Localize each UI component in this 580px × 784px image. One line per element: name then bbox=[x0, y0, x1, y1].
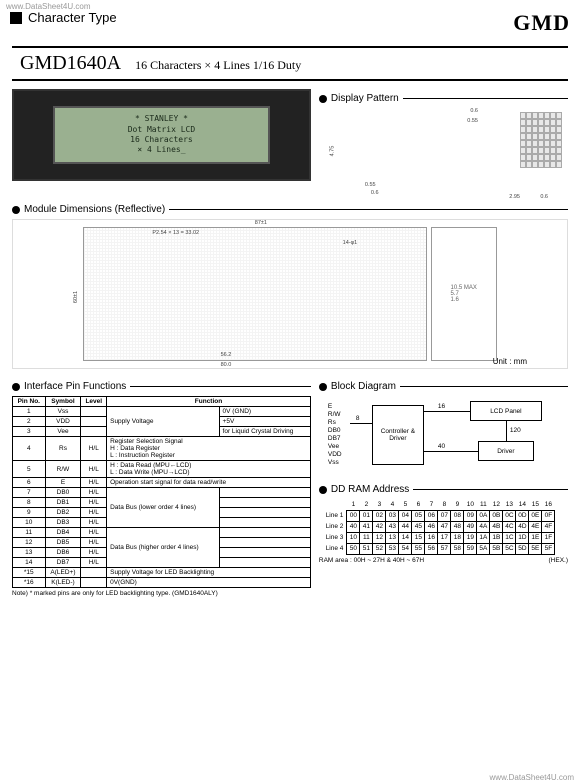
controller-box: Controller & Driver bbox=[372, 405, 424, 465]
character-type-label: Character Type bbox=[10, 10, 117, 25]
block-label: Block Diagram bbox=[331, 381, 396, 392]
lcd-line-2: Dot Matrix LCD bbox=[128, 125, 195, 135]
dim-c: 4.75 bbox=[329, 146, 335, 157]
bullet-icon bbox=[12, 383, 20, 391]
block-title: Block Diagram bbox=[319, 381, 568, 392]
lcd-line-1: * STANLEY * bbox=[135, 114, 188, 124]
interface-title: Interface Pin Functions bbox=[12, 381, 311, 392]
underline bbox=[403, 98, 568, 99]
product-photo: * STANLEY * Dot Matrix LCD 16 Characters… bbox=[12, 89, 311, 181]
dim-pitch: P2.54 × 13 = 33.02 bbox=[152, 230, 199, 236]
bullet-icon bbox=[319, 486, 327, 494]
bus-40: 40 bbox=[438, 443, 445, 450]
row-interface-block: Interface Pin Functions Pin No.SymbolLev… bbox=[0, 369, 580, 597]
dim-e: 0.6 bbox=[371, 190, 379, 196]
underline bbox=[413, 489, 568, 490]
model-number: GMD1640A bbox=[20, 52, 121, 75]
block-diagram: ER/WRsDB0DB7VeeVDDVss Controller & Drive… bbox=[319, 396, 568, 480]
display-pattern-title: Display Pattern bbox=[319, 93, 568, 104]
underline bbox=[130, 386, 311, 387]
display-pattern-diagram: 0.6 0.55 4.75 0.55 0.6 2.95 0.6 bbox=[319, 108, 568, 200]
lcd-line-3: 16 Characters bbox=[130, 135, 193, 145]
dim-w: 87±1 bbox=[255, 220, 267, 226]
underline bbox=[400, 386, 568, 387]
ddram-section: DD RAM Address 12345678910111213141516Li… bbox=[319, 484, 568, 564]
side-dims: 10.5 MAX 5.7 1.6 bbox=[451, 285, 477, 303]
driver-box: Driver bbox=[478, 441, 534, 461]
lcd-screen: * STANLEY * Dot Matrix LCD 16 Characters… bbox=[53, 106, 271, 164]
bottom-url: www.DataSheet4U.com bbox=[490, 773, 574, 782]
bus-120: 120 bbox=[510, 427, 521, 434]
ddram-table: 12345678910111213141516Line 100010203040… bbox=[319, 499, 556, 555]
title-bar: GMD1640A 16 Characters × 4 Lines 1/16 Du… bbox=[12, 46, 568, 81]
module-dims-diagram: 87±1 P2.54 × 13 = 33.02 14-φ1 60±1 56.2 … bbox=[12, 219, 568, 369]
dim-d: 0.55 bbox=[365, 182, 376, 188]
character-type-text: Character Type bbox=[28, 10, 117, 25]
bullet-icon bbox=[12, 206, 20, 214]
lcd-panel-box: LCD Panel bbox=[470, 401, 542, 421]
display-pattern-label: Display Pattern bbox=[331, 93, 399, 104]
dim-f: 2.95 bbox=[509, 194, 520, 200]
front-view: 87±1 P2.54 × 13 = 33.02 14-φ1 60±1 56.2 … bbox=[83, 227, 426, 360]
bullet-icon bbox=[319, 95, 327, 103]
dim-vw: 56.2 bbox=[221, 352, 232, 358]
ddram-title: DD RAM Address bbox=[319, 484, 568, 495]
module-dims-label: Module Dimensions (Reflective) bbox=[24, 204, 165, 215]
spec-text: 16 Characters × 4 Lines 1/16 Duty bbox=[135, 58, 301, 73]
dim-p1: 14-φ1 bbox=[343, 240, 358, 246]
dim-g: 0.6 bbox=[540, 194, 548, 200]
bus-8: 8 bbox=[356, 415, 360, 422]
pattern-grid bbox=[520, 112, 562, 168]
underline bbox=[169, 209, 568, 210]
module-dims-title: Module Dimensions (Reflective) bbox=[12, 204, 568, 215]
top-url: www.DataSheet4U.com bbox=[6, 2, 90, 11]
square-icon bbox=[10, 12, 22, 24]
pin-note: Note) * marked pins are only for LED bac… bbox=[12, 590, 311, 597]
ddram-label: DD RAM Address bbox=[331, 484, 409, 495]
module-dims-section: Module Dimensions (Reflective) 87±1 P2.5… bbox=[0, 204, 580, 369]
bus-16: 16 bbox=[438, 403, 445, 410]
row-photo-pattern: * STANLEY * Dot Matrix LCD 16 Characters… bbox=[0, 81, 580, 200]
unit-label: Unit : mm bbox=[493, 357, 527, 366]
dim-p2: 80.0 bbox=[221, 362, 232, 368]
ram-area-note: RAM area : 00H ~ 27H & 40H ~ 67H bbox=[319, 557, 424, 564]
pin-table: Pin No.SymbolLevelFunction1VssSupply Vol… bbox=[12, 396, 311, 588]
lcd-line-4: × 4 Lines_ bbox=[137, 145, 185, 155]
dim-a: 0.6 bbox=[470, 108, 478, 114]
bullet-icon bbox=[319, 383, 327, 391]
dim-b: 0.55 bbox=[467, 118, 478, 124]
interface-label: Interface Pin Functions bbox=[24, 381, 126, 392]
hex-note: (HEX.) bbox=[549, 557, 569, 564]
dim-h: 60±1 bbox=[73, 291, 79, 303]
brand-text: GMD bbox=[513, 10, 570, 36]
side-view: 10.5 MAX 5.7 1.6 bbox=[431, 227, 497, 360]
